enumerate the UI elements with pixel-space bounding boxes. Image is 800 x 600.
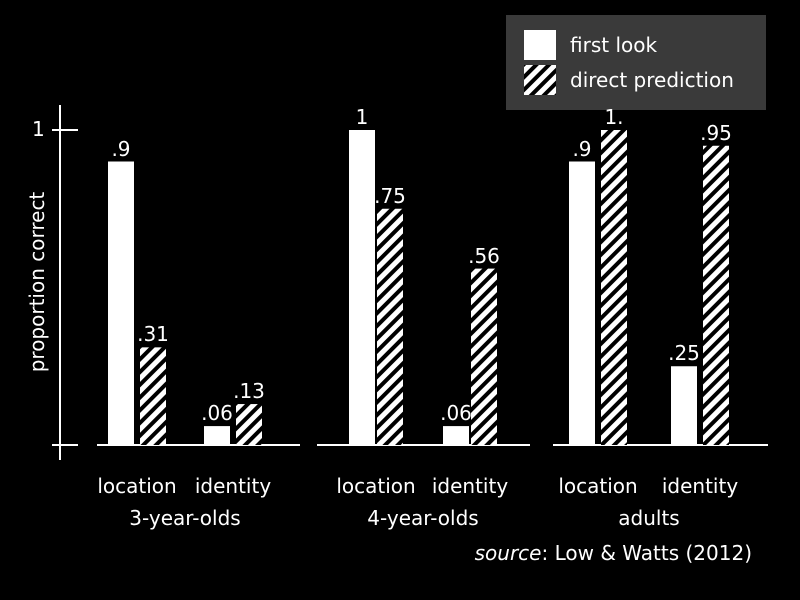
group-label: 3-year-olds	[129, 506, 241, 530]
bar-3-year-olds-location-direct-prediction	[140, 347, 166, 445]
legend-swatch-solid	[524, 30, 556, 60]
bar-adults-identity-first-look	[671, 366, 697, 445]
category-label: identity	[194, 474, 272, 498]
bar-adults-location-first-look	[569, 161, 595, 445]
bar-4-year-olds-location-first-look	[349, 130, 375, 445]
legend	[506, 15, 766, 110]
bar-4-year-olds-identity-direct-prediction	[471, 268, 497, 445]
data-label: 1	[355, 105, 369, 129]
category-label: identity	[431, 474, 509, 498]
y-tick-label: 1	[32, 117, 45, 141]
category-label: location	[336, 474, 416, 498]
source-note: source: Low & Watts (2012)	[475, 541, 752, 565]
group-label: adults	[618, 506, 680, 530]
legend-label: direct prediction	[570, 68, 734, 92]
y-axis-label: proportion correct	[25, 191, 49, 373]
data-label: .9	[111, 136, 131, 161]
bar-3-year-olds-location-first-look	[108, 161, 134, 445]
category-label: location	[97, 474, 177, 498]
data-label: .9	[572, 136, 592, 161]
legend-label: first look	[570, 33, 658, 57]
bar-adults-location-direct-prediction	[601, 130, 627, 445]
legend-swatch-hatched	[524, 65, 556, 95]
bar-3-year-olds-identity-first-look	[204, 426, 230, 445]
data-label: .75	[374, 183, 406, 208]
axis-layer	[52, 105, 78, 460]
bar-4-year-olds-identity-first-look	[443, 426, 469, 445]
source-rest: : Low & Watts (2012)	[541, 541, 752, 565]
data-label: .25	[668, 341, 700, 366]
data-label: .95	[700, 120, 732, 145]
data-label: .06	[201, 401, 233, 426]
source-italic: source	[474, 541, 542, 565]
legend-box	[506, 15, 766, 110]
group-label: 4-year-olds	[367, 506, 479, 530]
data-label: .56	[468, 243, 500, 268]
data-label: .31	[137, 322, 169, 347]
bar-4-year-olds-location-direct-prediction	[377, 208, 403, 445]
bar-layer	[97, 130, 768, 446]
bar-adults-identity-direct-prediction	[703, 145, 729, 445]
category-label: identity	[661, 474, 739, 498]
data-label: .13	[233, 379, 265, 404]
category-label: location	[558, 474, 638, 498]
data-label: .06	[440, 401, 472, 426]
bar-3-year-olds-identity-direct-prediction	[236, 404, 262, 445]
data-label: 1.	[604, 105, 624, 129]
